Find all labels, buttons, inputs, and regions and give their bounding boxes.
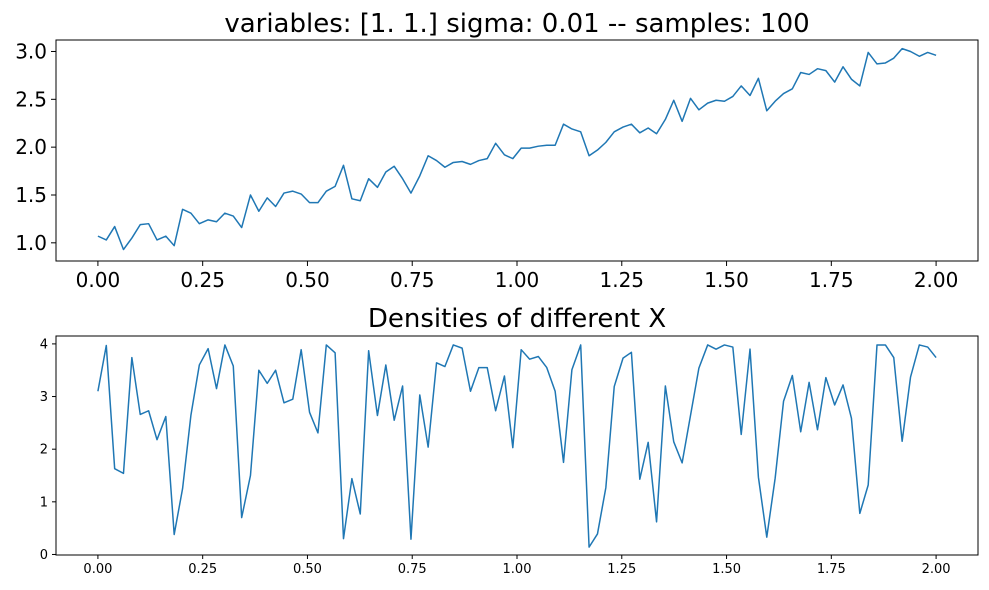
bottom-plot-title: Densities of different X [368, 304, 666, 334]
top-plot-x-tick-label: 0.50 [285, 268, 330, 292]
bottom-plot-y-tick-label: 0 [40, 548, 48, 563]
top-plot-x-tick-label: 0.75 [390, 268, 435, 292]
bottom-plot-x-tick-label: 1.50 [712, 562, 741, 577]
top-plot-x-tick-label: 1.75 [809, 268, 854, 292]
top-plot-y-tick-label: 2.0 [15, 135, 47, 159]
top-plot-series-layer [97, 47, 937, 251]
top-plot-y-tick-label: 1.0 [15, 231, 47, 255]
bottom-plot-series-layer [97, 344, 937, 548]
top-plot-y-ticks: 1.0 1.5 2.0 2.5 3.0 [15, 39, 56, 255]
top-plot-x-tick-label: 2.00 [914, 268, 959, 292]
bottom-plot-series-line-0 [97, 344, 937, 548]
top-plot-y-tick-label: 1.5 [15, 183, 47, 207]
top-plot-axes-frame [55, 39, 979, 262]
top-plot-title: variables: [1. 1.] sigma: 0.01 -- sample… [224, 9, 809, 39]
bottom-plot-x-tick-label: 2.00 [922, 562, 951, 577]
bottom-plot-y-tick-label: 4 [40, 337, 48, 352]
bottom-plot-axes-frame [55, 335, 979, 556]
top-plot: variables: [1. 1.] sigma: 0.01 -- sample… [15, 9, 979, 292]
bottom-plot-x-tick-label: 0.25 [188, 562, 217, 577]
top-plot-series-line-0 [97, 47, 937, 251]
top-plot-x-tick-label: 1.50 [704, 268, 749, 292]
bottom-plot-y-tick-label: 2 [40, 443, 48, 458]
bottom-plot-x-tick-label: 0.50 [293, 562, 322, 577]
top-plot-y-tick-label: 3.0 [15, 39, 47, 63]
bottom-plot-y-tick-label: 1 [40, 495, 48, 510]
top-plot-x-tick-label: 1.00 [495, 268, 540, 292]
top-plot-x-tick-label: 1.25 [600, 268, 645, 292]
bottom-plot-x-tick-label: 1.75 [817, 562, 846, 577]
top-plot-y-tick-label: 2.5 [15, 87, 47, 111]
bottom-plot-x-tick-label: 0.00 [83, 562, 112, 577]
bottom-plot: Densities of different X 0.00 0.25 0.50 0.7… [40, 304, 979, 577]
bottom-plot-x-tick-label: 1.25 [607, 562, 636, 577]
top-plot-x-tick-label: 0.25 [180, 268, 225, 292]
bottom-plot-x-ticks: 0.00 0.25 0.50 0.75 1.00 1.25 1.50 1.75 2.00 [83, 555, 951, 577]
top-plot-x-ticks: 0.00 0.25 0.50 0.75 1.00 1.25 1.50 1.75 2.00 [76, 261, 959, 292]
bottom-plot-x-tick-label: 0.75 [398, 562, 427, 577]
bottom-plot-y-ticks: 0 1 2 3 4 [40, 337, 56, 563]
bottom-plot-x-tick-label: 1.00 [503, 562, 532, 577]
top-plot-x-tick-label: 0.00 [76, 268, 121, 292]
bottom-plot-y-tick-label: 3 [40, 390, 48, 405]
